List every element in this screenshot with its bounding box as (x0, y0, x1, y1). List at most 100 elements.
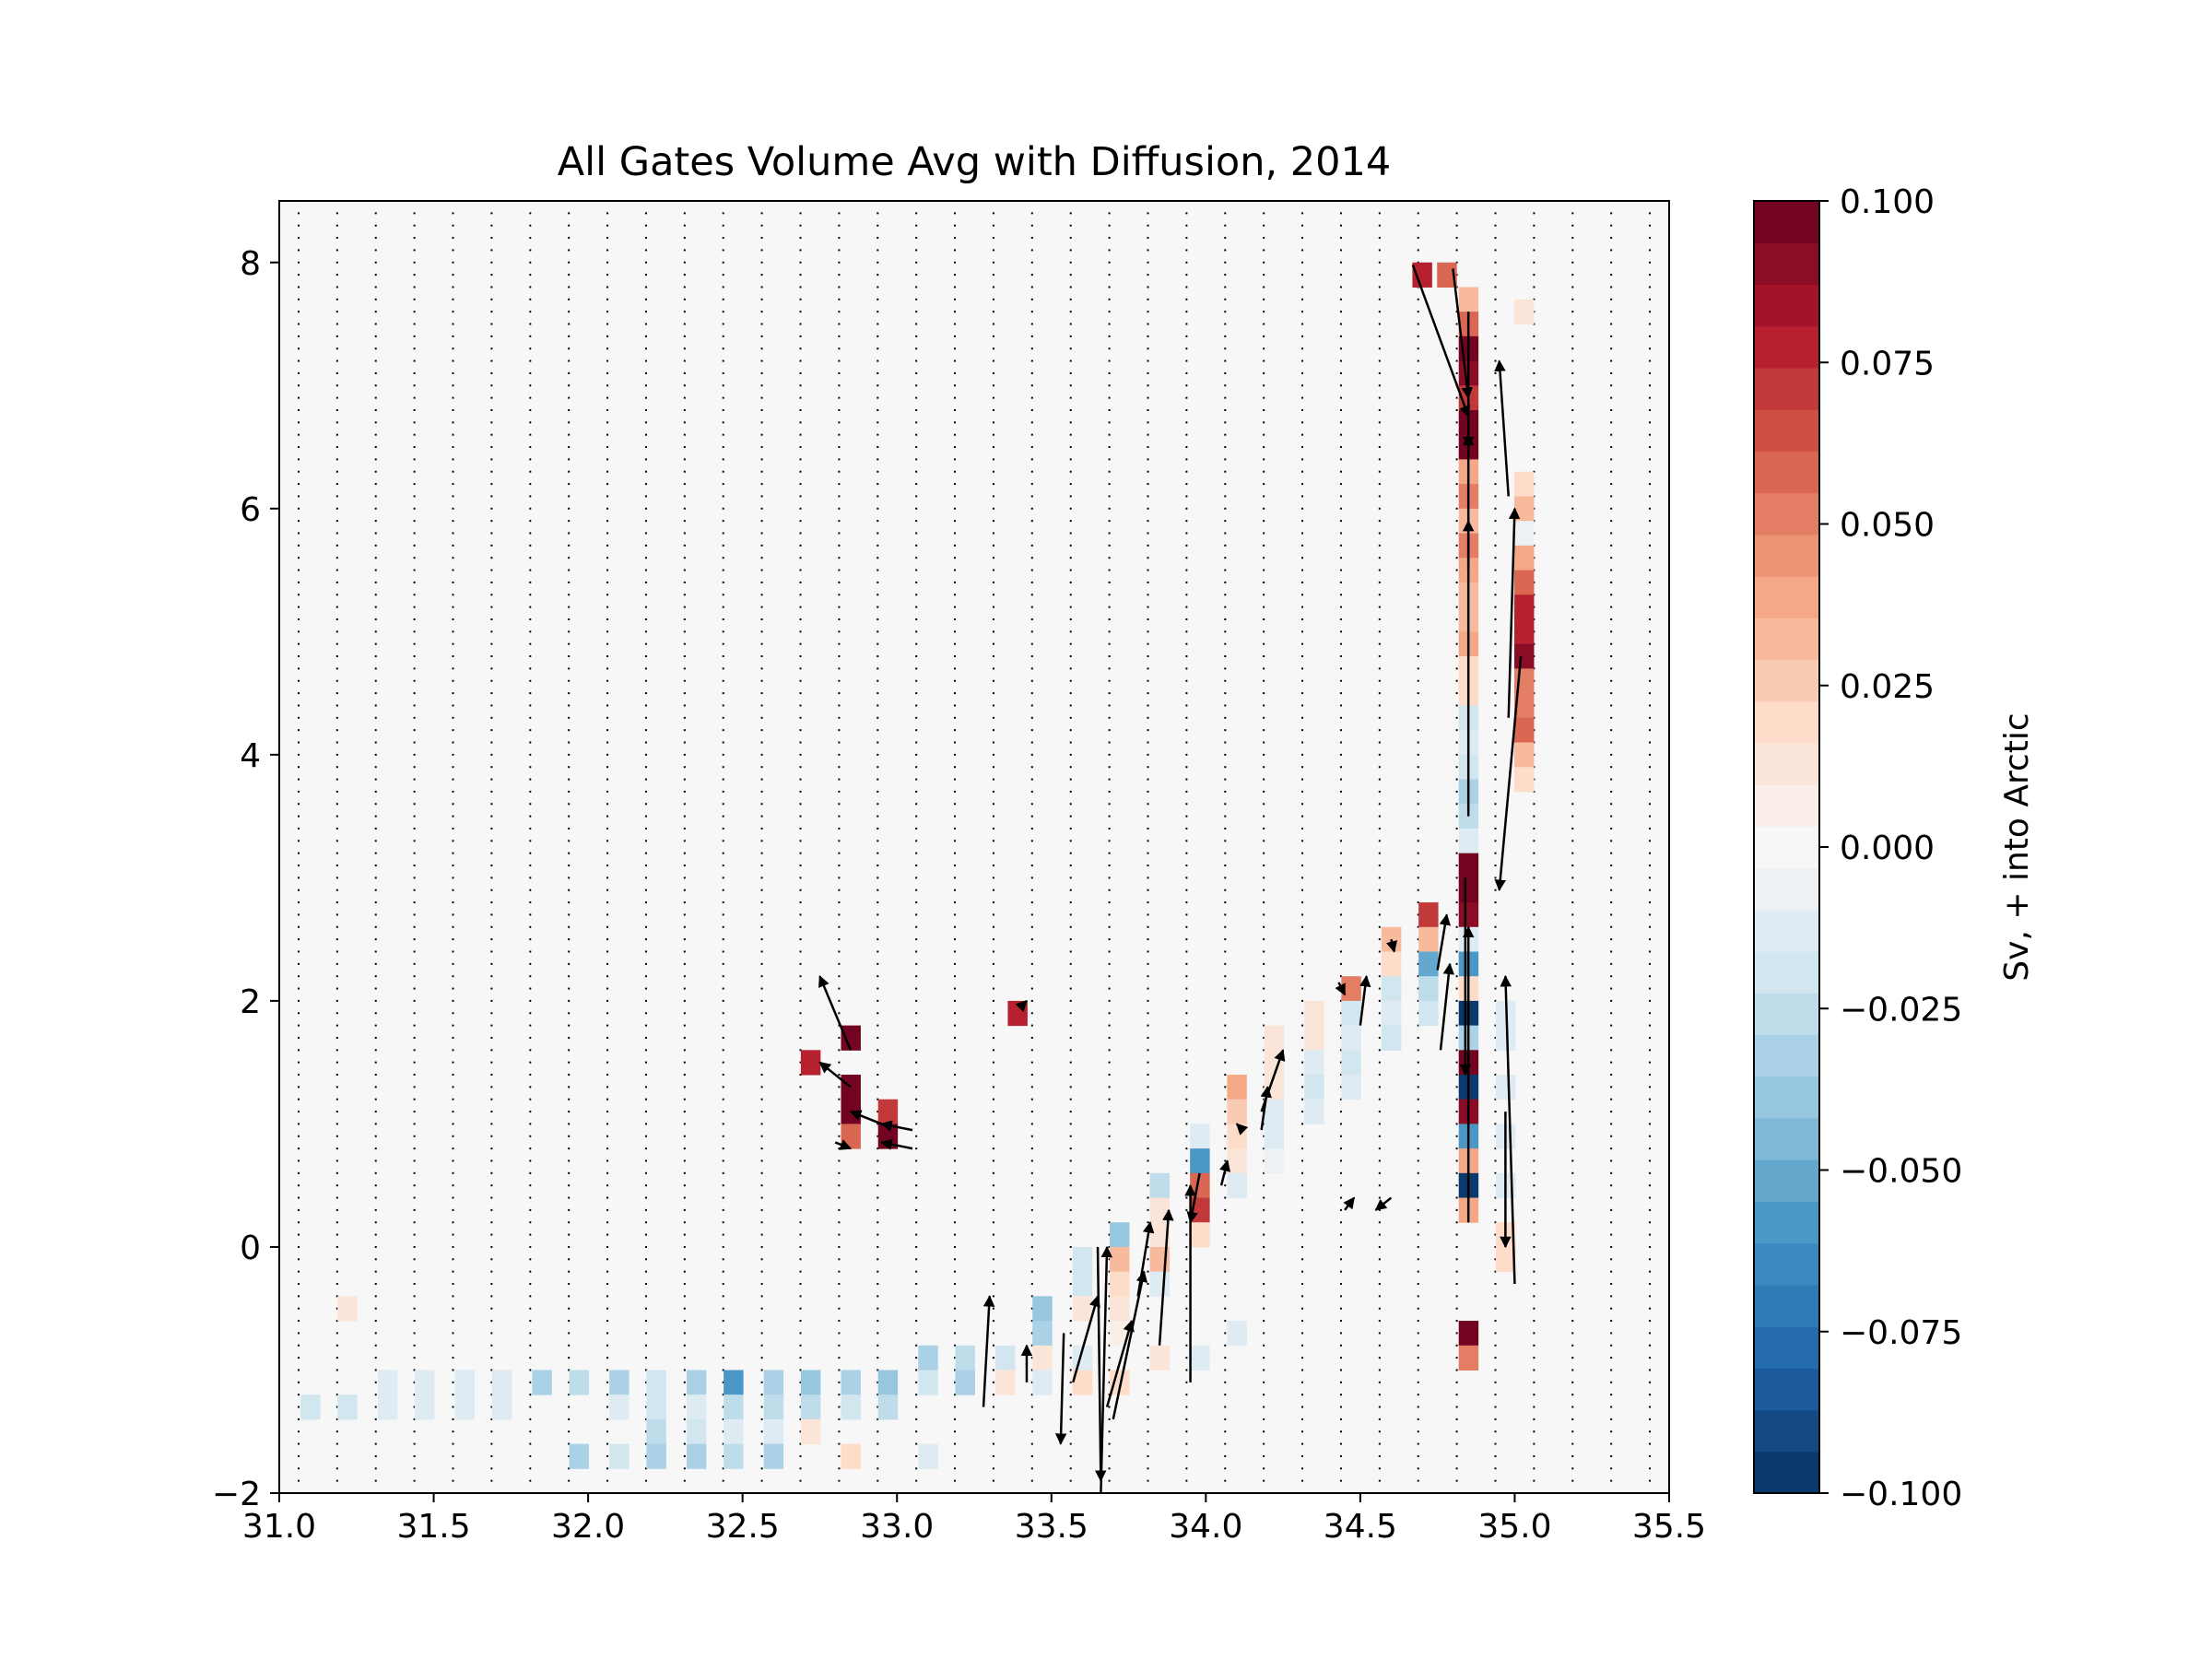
grid-dot (335, 1111, 338, 1113)
grid-dot (644, 1036, 647, 1039)
grid-dot (683, 274, 686, 276)
grid-dot (644, 803, 647, 806)
colorbar-label: Sv, + into Arctic (1998, 712, 2036, 981)
grid-dot (838, 1098, 841, 1100)
grid-dot (954, 630, 957, 633)
grid-dot (1224, 446, 1227, 449)
colorbar-band (1754, 576, 1819, 618)
grid-dot (644, 1467, 647, 1470)
grid-dot (529, 1171, 532, 1174)
grid-dot (799, 642, 802, 645)
grid-dot (992, 815, 994, 818)
grid-dot (413, 865, 416, 867)
grid-dot (1030, 1381, 1033, 1383)
quiver-arrow (1072, 1295, 1100, 1383)
grid-dot (644, 323, 647, 325)
grid-dot (606, 1307, 609, 1310)
grid-dot (1263, 298, 1265, 300)
grid-dot (335, 913, 338, 916)
grid-dot (1069, 987, 1072, 990)
grid-dot (490, 1135, 493, 1137)
grid-dot (1378, 1307, 1381, 1310)
grid-dot (1494, 729, 1497, 732)
grid-dot (992, 962, 994, 965)
grid-dot (1571, 1036, 1574, 1039)
grid-dot (1417, 1381, 1419, 1383)
grid-dot (683, 803, 686, 806)
grid-dot (374, 1320, 377, 1323)
grid-dot (1108, 1036, 1111, 1039)
grid-dot (1108, 642, 1111, 645)
heatmap-cell (337, 1296, 358, 1322)
grid-dot (1185, 212, 1188, 215)
grid-dot (1030, 1123, 1033, 1125)
grid-dot (1030, 1098, 1033, 1100)
grid-dot (992, 852, 994, 854)
grid-dot (374, 1036, 377, 1039)
grid-dot (1108, 1086, 1111, 1088)
grid-dot (568, 1307, 571, 1310)
grid-dot (1069, 1479, 1072, 1482)
grid-dot (1610, 1442, 1613, 1445)
grid-dot (413, 212, 416, 215)
grid-dot (915, 224, 918, 227)
grid-dot (1417, 950, 1419, 953)
grid-dot (838, 1283, 841, 1286)
grid-dot (1185, 913, 1188, 916)
grid-dot (374, 359, 377, 362)
grid-dot (915, 790, 918, 793)
colorbar-tick-label: 0.000 (1840, 830, 1935, 867)
heatmap-cell (646, 1443, 666, 1469)
grid-dot (1455, 1283, 1458, 1286)
grid-dot (644, 408, 647, 411)
grid-dot (413, 396, 416, 399)
grid-dot (568, 962, 571, 965)
grid-dot (1185, 1270, 1188, 1273)
grid-dot (1378, 901, 1381, 904)
grid-dot (1494, 1024, 1497, 1027)
heatmap-cell (1072, 1271, 1093, 1297)
grid-dot (490, 1184, 493, 1187)
grid-dot (1649, 999, 1652, 1002)
grid-dot (1571, 840, 1574, 842)
grid-dot (413, 1344, 416, 1347)
grid-dot (838, 913, 841, 916)
grid-dot (335, 1074, 338, 1077)
grid-dot (297, 1159, 300, 1162)
grid-dot (452, 815, 454, 818)
heatmap-cell (1032, 1321, 1053, 1347)
grid-dot (1378, 1369, 1381, 1371)
grid-dot (838, 274, 841, 276)
grid-dot (1301, 1442, 1304, 1445)
grid-dot (568, 557, 571, 559)
grid-dot (1030, 1406, 1033, 1408)
grid-dot (838, 1430, 841, 1433)
grid-dot (1649, 1283, 1652, 1286)
grid-dot (683, 877, 686, 879)
grid-dot (374, 1135, 377, 1137)
grid-dot (413, 311, 416, 313)
grid-dot (877, 1357, 879, 1359)
grid-dot (1185, 544, 1188, 547)
grid-dot (452, 1418, 454, 1420)
grid-dot (1494, 630, 1497, 633)
grid-dot (1378, 446, 1381, 449)
grid-dot (1378, 1135, 1381, 1137)
grid-dot (915, 1320, 918, 1323)
grid-dot (1147, 679, 1149, 682)
grid-dot (838, 1442, 841, 1445)
grid-dot (1455, 877, 1458, 879)
x-tick-label: 31.5 (396, 1508, 470, 1546)
grid-dot (1069, 274, 1072, 276)
grid-dot (568, 1012, 571, 1015)
grid-dot (529, 938, 532, 941)
grid-dot (297, 1245, 300, 1248)
grid-dot (1301, 495, 1304, 498)
grid-dot (606, 433, 609, 436)
grid-dot (1378, 679, 1381, 682)
grid-dot (568, 901, 571, 904)
grid-dot (992, 1332, 994, 1335)
quiver-arrow (1105, 1319, 1135, 1407)
grid-dot (1610, 470, 1613, 473)
grid-dot (606, 1320, 609, 1323)
